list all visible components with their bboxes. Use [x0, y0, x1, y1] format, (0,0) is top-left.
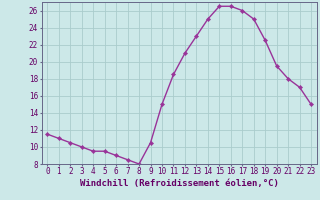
X-axis label: Windchill (Refroidissement éolien,°C): Windchill (Refroidissement éolien,°C)	[80, 179, 279, 188]
